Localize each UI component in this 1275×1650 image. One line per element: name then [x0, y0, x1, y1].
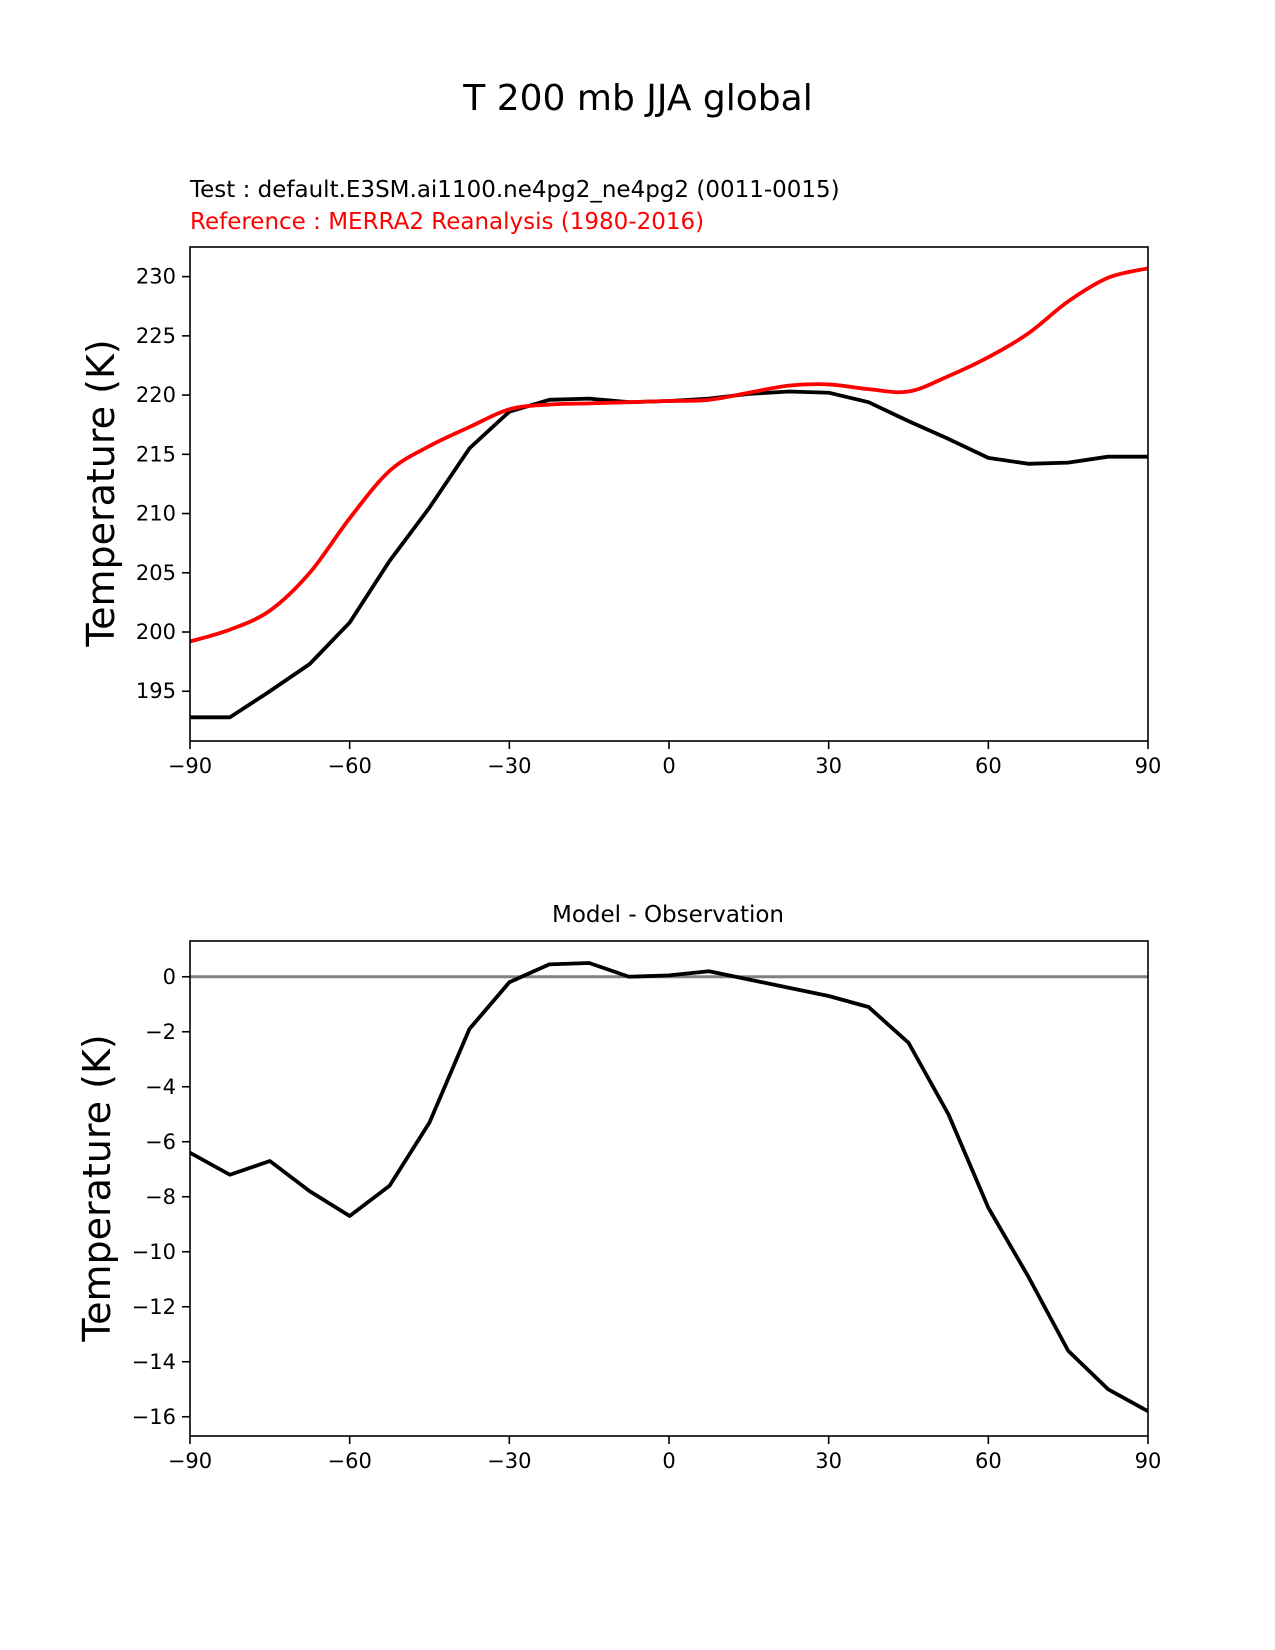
bottom-ytick-label: 0	[163, 965, 176, 989]
top-ylabel: Temperature (K)	[79, 339, 123, 647]
top-series-reference	[190, 266, 1148, 644]
top-xtick-label: −90	[168, 754, 212, 778]
top-ytick-label: 205	[136, 561, 176, 585]
top-plot-area: −90 −60 −30 0 30 60 90 195 200 205 210 215 220 225 230	[136, 246, 1162, 778]
bottom-xtick-label: 30	[815, 1449, 842, 1473]
bottom-xtick-label: 90	[1135, 1449, 1162, 1473]
figure-title: T 200 mb JJA global	[462, 78, 812, 119]
bottom-xtick-label: 60	[975, 1449, 1002, 1473]
bottom-xtick-label: −30	[487, 1449, 531, 1473]
top-ytick-label: 220	[136, 383, 176, 407]
bottom-axes-frame	[189, 940, 1149, 1437]
top-ytick-label: 195	[136, 679, 176, 703]
top-xtick-label: 60	[975, 754, 1002, 778]
bottom-ytick-label: −16	[132, 1405, 176, 1429]
bottom-panel: Model - Observation Temperature (K) −90−…	[75, 902, 1161, 1473]
bottom-ytick-label: −12	[132, 1295, 176, 1319]
top-panel: Test : default.E3SM.ai1100.ne4pg2_ne4pg2…	[79, 177, 1161, 778]
top-ytick-label: 225	[136, 324, 176, 348]
bottom-xtick-label: −90	[168, 1449, 212, 1473]
bottom-ylabel: Temperature (K)	[75, 1034, 119, 1342]
bottom-ytick-label: −14	[132, 1350, 176, 1374]
test-title: Test : default.E3SM.ai1100.ne4pg2_ne4pg2…	[189, 177, 840, 203]
top-series-test	[190, 389, 1148, 720]
bottom-xtick-label: 0	[662, 1449, 675, 1473]
bottom-xtick-label: −60	[328, 1449, 372, 1473]
bottom-ytick-label: −4	[145, 1075, 176, 1099]
top-xtick-label: 30	[815, 754, 842, 778]
bottom-ytick-label: −8	[145, 1185, 176, 1209]
bottom-ytick-label: −10	[132, 1240, 176, 1264]
top-xtick-label: −30	[487, 754, 531, 778]
bottom-ytick-label: −6	[145, 1130, 176, 1154]
bottom-ytick-label: −2	[145, 1020, 176, 1044]
top-xtick-label: 0	[662, 754, 675, 778]
top-ytick-label: 210	[136, 502, 176, 526]
top-xtick-label: −60	[328, 754, 372, 778]
top-xtick-label: 90	[1135, 754, 1162, 778]
reference-title: Reference : MERRA2 Reanalysis (1980-2016…	[190, 209, 704, 235]
top-ytick-label: 230	[136, 265, 176, 289]
bottom-series-model-observation	[190, 961, 1148, 1413]
top-axes-frame	[189, 246, 1149, 742]
bottom-title: Model - Observation	[552, 902, 784, 928]
top-ytick-label: 200	[136, 620, 176, 644]
bottom-plot-area: −90 −60 −30 0 30 60 90 0 −2 −4 −6 −8 −10 −12 −14 −16	[132, 940, 1162, 1473]
top-ytick-label: 215	[136, 442, 176, 466]
